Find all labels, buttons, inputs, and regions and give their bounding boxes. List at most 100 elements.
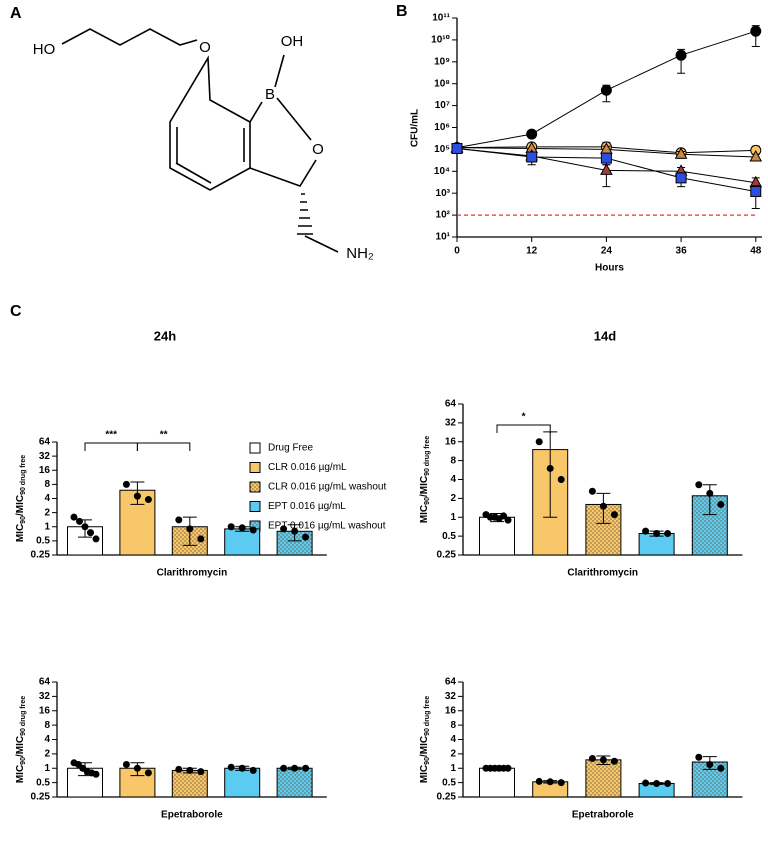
data-point [717,500,725,508]
y-tick-label: 8 [450,455,456,466]
y-tick-label: 32 [445,418,457,429]
data-point [695,481,703,489]
data-point [133,492,141,500]
y-axis-label: MIC90/MIC90 drug free [419,436,432,523]
marker [750,185,762,197]
marker [600,163,613,175]
y-tick-label: 4 [44,493,50,504]
data-point [588,487,596,495]
x-axis-label: Hours [595,263,624,274]
x-tick-label: 48 [750,246,762,257]
legend-label: Drug Free [268,443,313,454]
y-tick-label: 32 [445,691,457,702]
y-tick-label: 2 [44,749,50,760]
data-point [642,527,650,535]
x-tick-label: 0 [454,246,460,257]
y-axis-label-part: MIC [15,765,26,783]
data-point [706,760,714,768]
marker [750,25,762,37]
data-point [76,517,83,525]
marker [600,84,612,96]
data-point [504,516,512,524]
y-axis-label-part: 90 [424,757,431,765]
y-tick-label: 0.25 [437,550,457,561]
y-tick-label: 10⁷ [435,100,450,111]
marker [600,152,612,164]
marker [675,49,687,61]
data-point [122,760,130,768]
legend-swatch [249,462,261,473]
y-tick-label: 1 [450,763,456,774]
data-point [81,523,89,531]
bond [304,235,339,253]
y-tick-label: 10² [436,210,451,221]
y-tick-label: 16 [445,705,457,716]
y-tick-label: 64 [39,677,51,688]
y-tick-label: 10¹¹ [432,13,450,24]
data-point [664,530,672,538]
data-point [504,764,512,772]
data-point [653,779,661,787]
y-tick-label: 64 [445,677,457,688]
data-point [197,535,205,543]
data-point [175,516,183,524]
ring-bond [169,55,251,191]
y-axis-label-part: MIC [419,505,430,523]
data-point [70,513,78,521]
error-bar [702,484,717,516]
data-point [664,779,672,787]
marker [749,149,763,162]
data-point [197,768,205,776]
y-axis-label: MIC90/MIC90 drug free [419,696,432,783]
x-axis-label: Clarithromycin [157,568,228,579]
data-point [642,779,650,787]
x-tick-label: 36 [676,246,688,257]
legend-swatch [249,501,261,512]
atom-label: O [312,141,324,158]
y-tick-label: 10⁴ [434,166,450,177]
legend-swatch [249,481,261,493]
data-point [280,525,288,533]
y-tick-label: 8 [450,720,456,731]
y-tick-label: 1 [450,512,456,523]
data-point [717,764,725,772]
data-point [610,757,618,765]
significance-label: ** [160,430,168,441]
legend-label: EPT 0.016 µg/mL [268,501,346,512]
data-point [186,525,194,533]
y-axis-label-part: /MIC [15,736,26,757]
y-tick-label: 10⁵ [434,144,450,155]
data-point [291,527,299,535]
legend-label: CLR 0.016 µg/mL washout [268,482,386,493]
y-tick-label: 10⁹ [434,56,450,67]
data-point [302,764,310,772]
data-point [557,476,565,483]
legend-swatch [249,442,261,454]
y-tick-label: 10¹⁰ [431,35,450,46]
data-point [535,777,543,785]
y-tick-label: 8 [44,720,50,731]
y-axis-label-part: 90 drug free [424,436,431,476]
data-point [599,756,607,764]
data-point [500,512,508,520]
y-tick-label: 0.5 [442,531,456,542]
data-point [546,778,554,786]
data-point [186,766,194,774]
data-point [238,764,246,772]
y-axis-label-part: 90 [424,497,431,505]
data-point [695,753,703,761]
bar [585,759,622,798]
data-point [280,764,288,772]
atom-label: O [199,39,211,56]
atom-label: B [265,86,275,103]
y-axis-label-part: 90 drug free [424,696,431,736]
chemical-structure [61,28,339,253]
data-point [653,530,661,538]
column-title: 14d [594,328,616,343]
data-point [302,533,310,541]
y-tick-label: 16 [39,465,51,476]
y-tick-label: 0.5 [36,777,50,788]
x-axis-label: Clarithromycin [567,568,638,579]
data-point [291,764,299,772]
